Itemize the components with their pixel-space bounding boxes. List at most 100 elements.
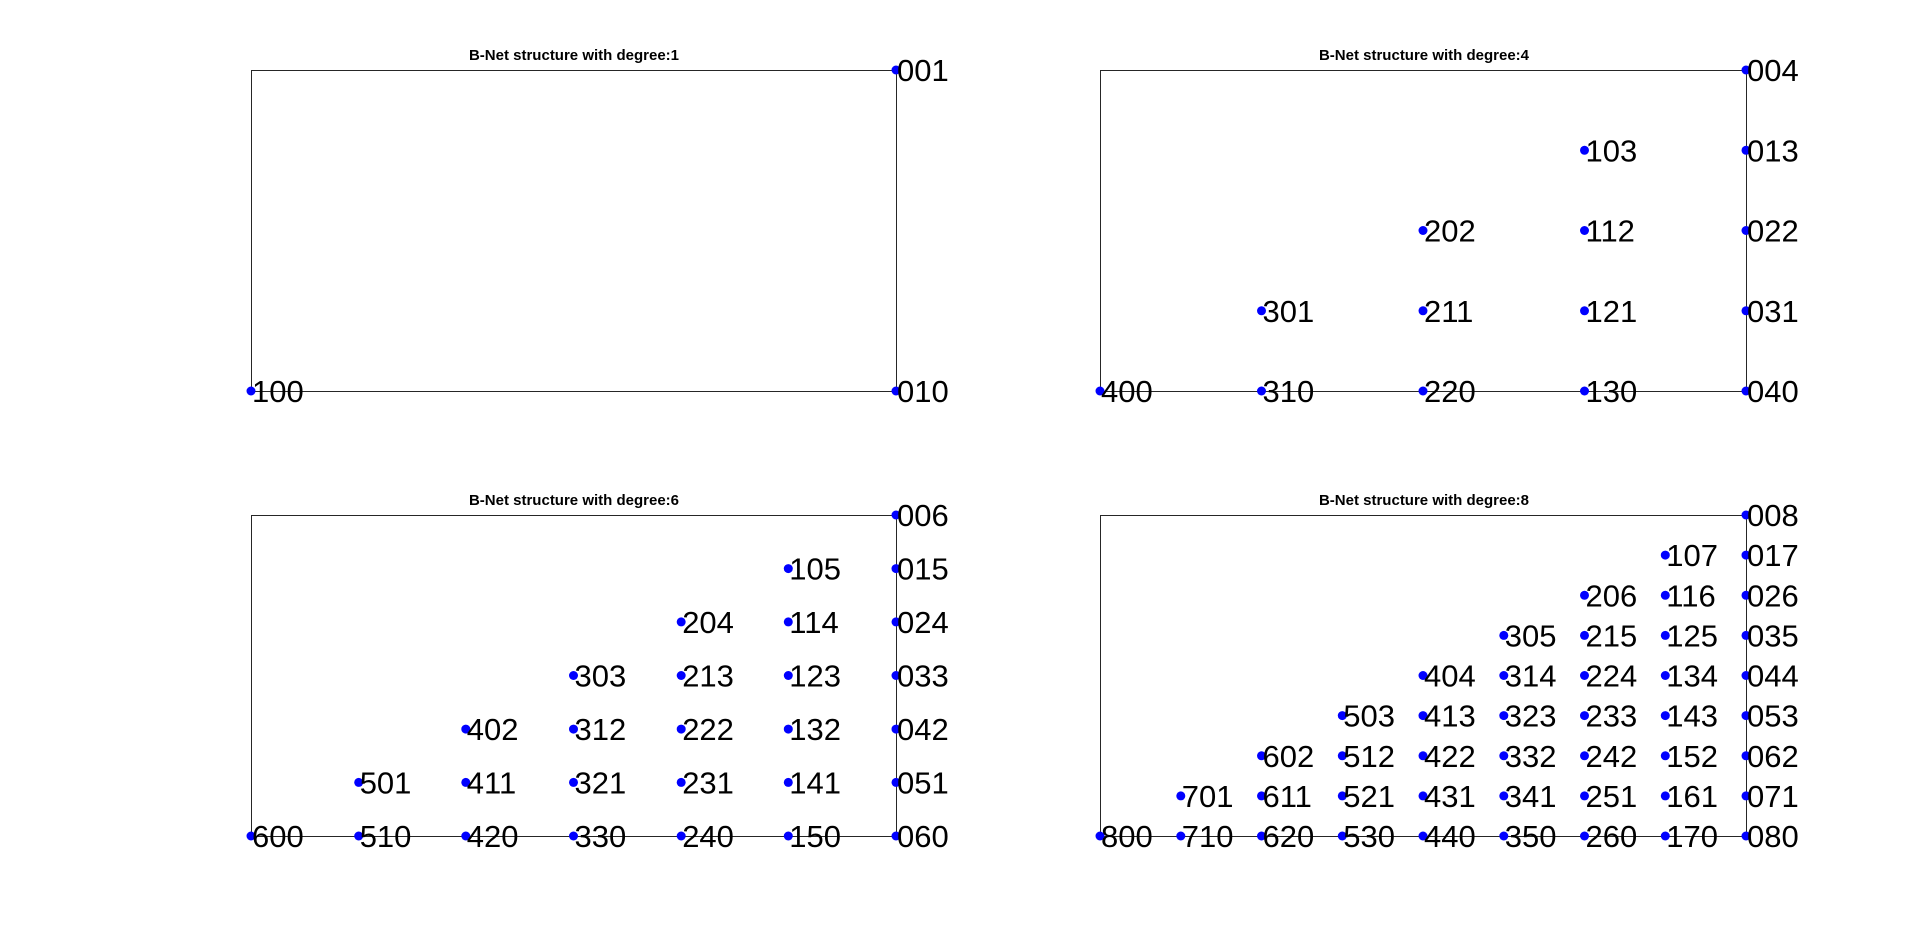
point-label-233: 233	[1586, 699, 1638, 734]
point-marker-053	[1741, 711, 1751, 721]
point-label-330: 330	[575, 819, 627, 854]
point-label-501: 501	[360, 765, 412, 800]
points-layer: 800 710 620 530 440 350 260 170 080 701 611 521 431 3…	[1095, 498, 1799, 854]
point-label-150: 150	[789, 819, 841, 854]
point-label-107: 107	[1666, 538, 1718, 573]
point-marker-402	[461, 724, 471, 734]
point-label-112: 112	[1586, 214, 1635, 249]
panel-title: B-Net structure with degree:4	[1319, 47, 1530, 64]
point-label-071: 071	[1747, 779, 1799, 814]
point-marker-620	[1257, 831, 1266, 841]
point-label-100: 100	[252, 374, 304, 409]
point-label-017: 017	[1747, 538, 1799, 573]
point-label-116: 116	[1666, 578, 1715, 613]
point-label-420: 420	[467, 819, 519, 854]
point-marker-132	[783, 724, 793, 734]
point-label-431: 431	[1424, 779, 1476, 814]
point-marker-215	[1580, 630, 1589, 640]
point-marker-170	[1660, 831, 1670, 841]
point-marker-143	[1660, 711, 1670, 721]
point-label-310: 310	[1263, 374, 1315, 409]
point-label-301: 301	[1263, 294, 1315, 329]
point-label-024: 024	[897, 605, 949, 640]
point-label-440: 440	[1424, 819, 1476, 854]
point-label-008: 008	[1747, 498, 1799, 533]
point-marker-510	[354, 831, 364, 841]
point-label-510: 510	[360, 819, 412, 854]
point-marker-305	[1499, 630, 1509, 640]
point-label-240: 240	[682, 819, 734, 854]
point-label-022: 022	[1747, 214, 1799, 249]
point-marker-400	[1095, 386, 1105, 396]
point-label-033: 033	[897, 659, 949, 694]
point-marker-411	[461, 777, 471, 787]
axes-box	[251, 70, 897, 392]
point-marker-130	[1580, 386, 1589, 396]
point-label-303: 303	[575, 659, 627, 694]
point-marker-152	[1660, 751, 1670, 761]
point-label-060: 060	[897, 819, 949, 854]
point-label-402: 402	[467, 712, 519, 747]
point-label-211: 211	[1424, 294, 1473, 329]
point-marker-233	[1580, 711, 1589, 721]
point-marker-062	[1741, 751, 1751, 761]
point-marker-051	[891, 777, 901, 787]
panel-degree-6: B-Net structure with degree:6 600 510 420 3…	[246, 492, 949, 854]
point-label-602: 602	[1263, 739, 1315, 774]
point-marker-240	[676, 831, 686, 841]
panel-title: B-Net structure with degree:1	[469, 47, 679, 64]
point-label-161: 161	[1666, 779, 1718, 814]
point-marker-224	[1580, 671, 1589, 680]
point-marker-242	[1580, 751, 1589, 761]
point-marker-024	[891, 617, 901, 627]
point-marker-413	[1418, 711, 1428, 721]
point-label-103: 103	[1586, 133, 1638, 168]
point-marker-800	[1095, 831, 1105, 841]
point-marker-035	[1741, 630, 1751, 640]
point-label-006: 006	[897, 498, 949, 533]
point-label-231: 231	[682, 765, 734, 800]
point-label-004: 004	[1747, 53, 1799, 88]
point-label-512: 512	[1343, 739, 1395, 774]
point-label-026: 026	[1747, 578, 1799, 613]
point-label-013: 013	[1747, 133, 1799, 168]
point-label-035: 035	[1747, 618, 1799, 653]
points-layer: 100 010 001	[246, 53, 949, 409]
point-label-224: 224	[1586, 659, 1638, 694]
point-label-530: 530	[1343, 819, 1395, 854]
points-layer: 600 510 420 330 240 150 060 501 411 321 231 141 051 4…	[246, 498, 949, 854]
point-marker-080	[1741, 831, 1751, 841]
point-marker-001	[891, 65, 901, 75]
point-label-125: 125	[1666, 618, 1718, 653]
point-marker-141	[783, 777, 793, 787]
point-marker-134	[1660, 671, 1670, 680]
point-label-062: 062	[1747, 739, 1799, 774]
point-marker-701	[1176, 791, 1186, 801]
point-marker-530	[1337, 831, 1347, 841]
point-label-220: 220	[1424, 374, 1476, 409]
panel-degree-4: B-Net structure with degree:4 400 310 220 1…	[1095, 47, 1799, 409]
point-label-312: 312	[575, 712, 627, 747]
point-marker-004	[1741, 65, 1751, 75]
point-label-040: 040	[1747, 374, 1799, 409]
point-marker-103	[1580, 145, 1589, 155]
point-label-350: 350	[1505, 819, 1557, 854]
panel-title: B-Net structure with degree:6	[469, 492, 679, 509]
point-marker-341	[1499, 791, 1509, 801]
point-marker-206	[1580, 590, 1589, 600]
point-label-105: 105	[789, 552, 841, 587]
point-label-600: 600	[252, 819, 304, 854]
point-marker-071	[1741, 791, 1751, 801]
point-marker-321	[569, 777, 578, 787]
point-label-620: 620	[1263, 819, 1315, 854]
point-marker-404	[1418, 671, 1428, 680]
point-marker-040	[1741, 386, 1751, 396]
point-label-404: 404	[1424, 659, 1476, 694]
point-label-080: 080	[1747, 819, 1799, 854]
point-marker-202	[1418, 226, 1428, 235]
point-label-204: 204	[682, 605, 734, 640]
point-label-341: 341	[1505, 779, 1557, 814]
point-marker-431	[1418, 791, 1428, 801]
point-label-321: 321	[575, 765, 627, 800]
point-marker-150	[783, 831, 793, 841]
